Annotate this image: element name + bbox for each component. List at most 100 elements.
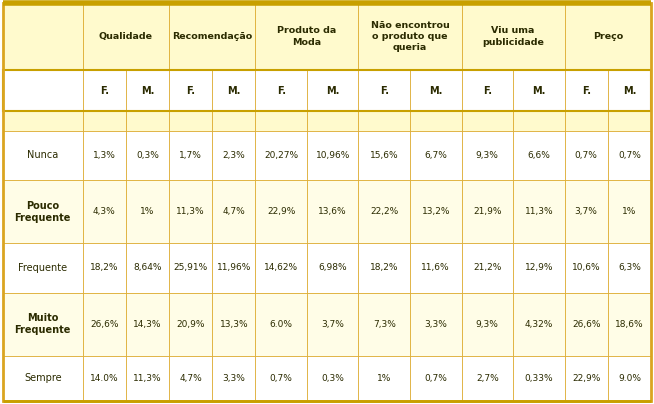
Bar xyxy=(410,111,462,130)
Text: 6,6%: 6,6% xyxy=(527,151,550,160)
Bar xyxy=(255,180,307,243)
Bar xyxy=(212,111,255,130)
Bar xyxy=(169,3,255,70)
Bar xyxy=(126,180,169,243)
Bar xyxy=(3,111,82,130)
Bar xyxy=(358,3,462,70)
Text: 0,7%: 0,7% xyxy=(618,151,641,160)
Bar xyxy=(169,70,212,111)
Bar xyxy=(3,180,82,243)
Bar xyxy=(212,293,255,356)
Text: 13,6%: 13,6% xyxy=(318,207,347,216)
Bar xyxy=(126,130,169,180)
Text: 14.0%: 14.0% xyxy=(90,374,118,383)
Bar xyxy=(126,293,169,356)
Bar xyxy=(462,243,513,293)
Text: Não encontrou
o produto que
queria: Não encontrou o produto que queria xyxy=(371,21,449,52)
Bar xyxy=(3,356,82,401)
Text: 3,7%: 3,7% xyxy=(321,320,344,329)
Bar xyxy=(462,130,513,180)
Text: 0,3%: 0,3% xyxy=(136,151,159,160)
Bar xyxy=(513,293,564,356)
Text: Recomendação: Recomendação xyxy=(172,32,252,41)
Text: 10,6%: 10,6% xyxy=(572,263,600,272)
Bar xyxy=(564,243,608,293)
Bar xyxy=(126,243,169,293)
Bar xyxy=(3,243,82,293)
Bar xyxy=(169,130,212,180)
Bar xyxy=(126,70,169,111)
Bar xyxy=(212,356,255,401)
Text: Viu uma
publicidade: Viu uma publicidade xyxy=(482,27,544,46)
Bar xyxy=(358,243,410,293)
Text: 0,7%: 0,7% xyxy=(424,374,447,383)
Text: 20,27%: 20,27% xyxy=(264,151,298,160)
Bar xyxy=(358,356,410,401)
Bar xyxy=(608,111,651,130)
Text: 6,3%: 6,3% xyxy=(618,263,641,272)
Bar xyxy=(3,70,651,111)
Text: 1,3%: 1,3% xyxy=(93,151,116,160)
Bar xyxy=(255,111,307,130)
Bar xyxy=(212,180,255,243)
Text: Nunca: Nunca xyxy=(27,151,58,160)
Bar xyxy=(307,180,358,243)
Text: 2,3%: 2,3% xyxy=(222,151,245,160)
Bar xyxy=(82,356,126,401)
Bar xyxy=(212,243,255,293)
Text: Sempre: Sempre xyxy=(24,373,61,383)
Text: 0,33%: 0,33% xyxy=(525,374,553,383)
Bar xyxy=(513,70,564,111)
Bar xyxy=(169,180,212,243)
Text: 0,7%: 0,7% xyxy=(575,151,598,160)
Text: M.: M. xyxy=(429,86,443,96)
Text: 21,9%: 21,9% xyxy=(473,207,502,216)
Text: 14,3%: 14,3% xyxy=(133,320,162,329)
Bar xyxy=(82,3,169,70)
Bar xyxy=(513,356,564,401)
Text: Qualidade: Qualidade xyxy=(99,32,153,41)
Bar xyxy=(608,356,651,401)
Bar xyxy=(82,130,126,180)
Text: 25,91%: 25,91% xyxy=(173,263,208,272)
Text: 10,96%: 10,96% xyxy=(315,151,350,160)
Text: 12,9%: 12,9% xyxy=(525,263,553,272)
Bar xyxy=(3,3,82,70)
Text: 21,2%: 21,2% xyxy=(473,263,502,272)
Text: 6,98%: 6,98% xyxy=(318,263,347,272)
Text: 4,7%: 4,7% xyxy=(222,207,245,216)
Bar xyxy=(462,3,564,70)
Bar xyxy=(307,356,358,401)
Text: 8,64%: 8,64% xyxy=(133,263,162,272)
Bar xyxy=(255,3,358,70)
Text: 13,3%: 13,3% xyxy=(220,320,248,329)
Bar xyxy=(410,356,462,401)
Bar xyxy=(608,180,651,243)
Text: F.: F. xyxy=(277,86,286,96)
Text: 1%: 1% xyxy=(140,207,154,216)
Bar xyxy=(169,111,212,130)
Bar xyxy=(255,356,307,401)
Text: M.: M. xyxy=(623,86,636,96)
Bar xyxy=(462,293,513,356)
Text: Frequente: Frequente xyxy=(18,263,67,273)
Text: 26,6%: 26,6% xyxy=(90,320,118,329)
Text: F.: F. xyxy=(99,86,109,96)
Bar xyxy=(608,293,651,356)
Text: F.: F. xyxy=(483,86,492,96)
Bar xyxy=(564,70,608,111)
Bar xyxy=(82,293,126,356)
Bar xyxy=(255,243,307,293)
Text: 7,3%: 7,3% xyxy=(373,320,396,329)
Bar xyxy=(564,111,608,130)
Bar xyxy=(564,356,608,401)
Bar xyxy=(608,130,651,180)
Text: F.: F. xyxy=(581,86,591,96)
Bar xyxy=(212,70,255,111)
Text: 11,6%: 11,6% xyxy=(421,263,450,272)
Bar xyxy=(513,111,564,130)
Bar xyxy=(608,243,651,293)
Text: Produto da
Moda: Produto da Moda xyxy=(277,27,337,46)
Bar xyxy=(358,111,410,130)
Text: 3,3%: 3,3% xyxy=(222,374,245,383)
